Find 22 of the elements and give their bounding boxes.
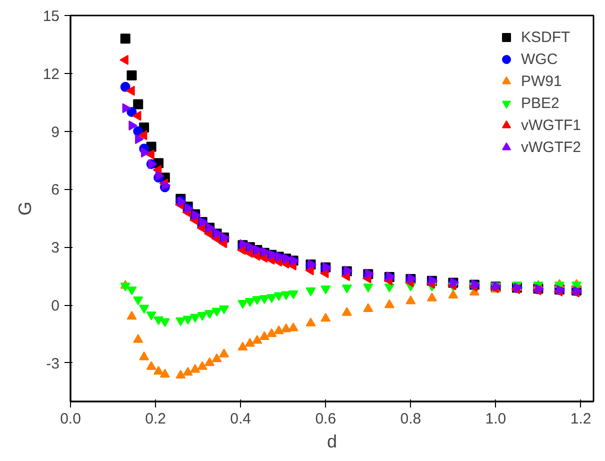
x-tick-label: 1.2 <box>570 410 592 428</box>
y-tick-label: 9 <box>51 124 60 141</box>
legend-label: vWGTF2 <box>521 138 581 156</box>
legend-label: KSDFT <box>521 28 570 46</box>
y-tick-label: 0 <box>51 298 60 314</box>
x-tick-label: 0.0 <box>60 410 81 428</box>
x-tick-label: 0.4 <box>230 410 252 428</box>
legend-label: PBE2 <box>521 94 560 112</box>
y-tick-label: 12 <box>42 66 60 83</box>
x-tick-label: 0.2 <box>145 410 166 428</box>
y-tick-label: 6 <box>51 182 60 199</box>
legend-label: PW91 <box>521 72 562 90</box>
y-tick-label: 3 <box>51 240 60 257</box>
legend-label: WGC <box>521 50 558 68</box>
x-tick-label: 0.8 <box>400 410 422 428</box>
x-tick-label: 1.0 <box>485 410 506 428</box>
legend-label: vWGTF1 <box>521 116 581 134</box>
y-tick-label: -3 <box>46 355 60 372</box>
x-tick-label: 0.6 <box>315 410 336 428</box>
x-axis-title: d <box>326 432 338 452</box>
y-axis-title: G <box>14 201 35 216</box>
y-tick-label: 15 <box>42 8 60 25</box>
